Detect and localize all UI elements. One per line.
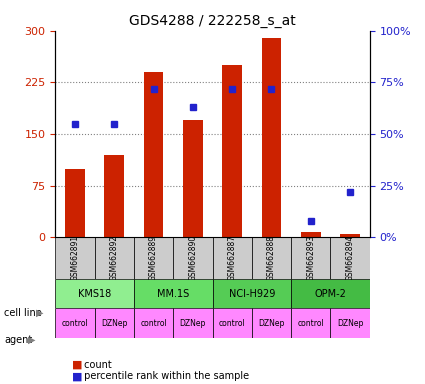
- Bar: [262, 38, 281, 237]
- Text: NCI-H929: NCI-H929: [229, 289, 275, 299]
- FancyBboxPatch shape: [331, 308, 370, 338]
- FancyBboxPatch shape: [94, 308, 134, 338]
- FancyBboxPatch shape: [55, 279, 134, 308]
- Bar: [340, 234, 360, 237]
- FancyBboxPatch shape: [55, 237, 94, 279]
- Bar: [105, 155, 124, 237]
- Text: OPM-2: OPM-2: [314, 289, 346, 299]
- Bar: [144, 72, 163, 237]
- FancyBboxPatch shape: [252, 237, 291, 279]
- Text: control: control: [62, 319, 88, 328]
- FancyBboxPatch shape: [291, 237, 331, 279]
- Text: MM.1S: MM.1S: [157, 289, 189, 299]
- FancyBboxPatch shape: [173, 308, 212, 338]
- Text: count: count: [81, 360, 111, 370]
- Text: control: control: [219, 319, 246, 328]
- FancyBboxPatch shape: [94, 237, 134, 279]
- Text: DZNep: DZNep: [180, 319, 206, 328]
- Bar: [301, 232, 320, 237]
- FancyBboxPatch shape: [173, 237, 212, 279]
- Text: GSM662894: GSM662894: [346, 235, 354, 281]
- Text: ■: ■: [72, 360, 83, 370]
- Text: GSM662893: GSM662893: [306, 235, 315, 281]
- FancyBboxPatch shape: [55, 308, 94, 338]
- Text: GSM662890: GSM662890: [188, 235, 197, 281]
- FancyBboxPatch shape: [212, 308, 252, 338]
- Text: GSM662892: GSM662892: [110, 235, 119, 281]
- Text: KMS18: KMS18: [78, 289, 111, 299]
- Text: percentile rank within the sample: percentile rank within the sample: [81, 371, 249, 381]
- Text: agent: agent: [4, 335, 32, 345]
- Bar: [222, 65, 242, 237]
- FancyBboxPatch shape: [291, 279, 370, 308]
- Bar: [183, 120, 203, 237]
- Text: GSM662888: GSM662888: [267, 235, 276, 281]
- Text: cell line: cell line: [4, 308, 42, 318]
- Text: ■: ■: [72, 371, 83, 381]
- Bar: [65, 169, 85, 237]
- FancyBboxPatch shape: [212, 279, 291, 308]
- Text: DZNep: DZNep: [337, 319, 363, 328]
- Text: GSM662891: GSM662891: [71, 235, 79, 281]
- FancyBboxPatch shape: [134, 308, 173, 338]
- Text: DZNep: DZNep: [258, 319, 285, 328]
- Text: DZNep: DZNep: [101, 319, 128, 328]
- Text: ▶: ▶: [36, 308, 44, 318]
- FancyBboxPatch shape: [134, 237, 173, 279]
- FancyBboxPatch shape: [212, 237, 252, 279]
- Text: ▶: ▶: [28, 335, 35, 345]
- Text: GSM662887: GSM662887: [228, 235, 237, 281]
- Title: GDS4288 / 222258_s_at: GDS4288 / 222258_s_at: [129, 14, 296, 28]
- FancyBboxPatch shape: [252, 308, 291, 338]
- Text: GSM662889: GSM662889: [149, 235, 158, 281]
- Text: control: control: [298, 319, 324, 328]
- Text: control: control: [140, 319, 167, 328]
- FancyBboxPatch shape: [331, 237, 370, 279]
- FancyBboxPatch shape: [291, 308, 331, 338]
- FancyBboxPatch shape: [134, 279, 212, 308]
